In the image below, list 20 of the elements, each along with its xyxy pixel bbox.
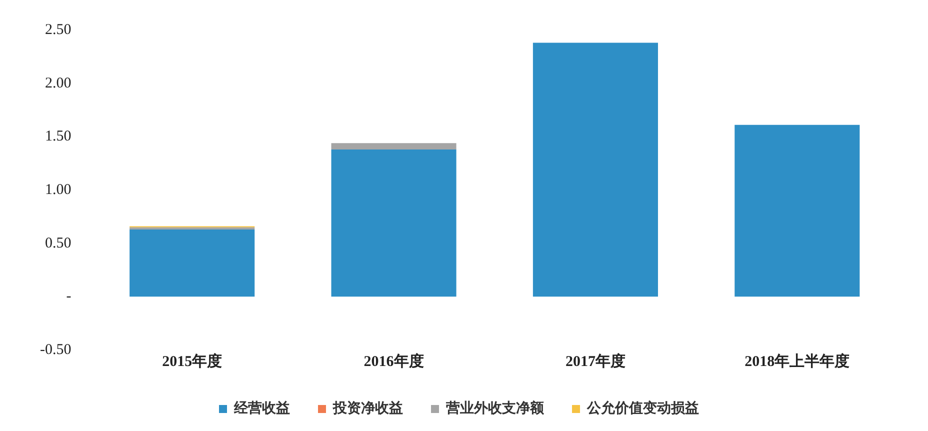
bar [130, 229, 255, 297]
x-tick-label: 2015年度 [162, 352, 222, 370]
bar [734, 124, 860, 297]
legend-label: 投资净收益 [332, 400, 403, 417]
legend-label: 经营收益 [233, 400, 290, 417]
legend-label: 营业外收支净额 [445, 400, 545, 417]
x-tick-label: 2017年度 [565, 352, 626, 370]
y-tick-label: 0.50 [44, 235, 72, 252]
y-tick-label: 1.00 [44, 182, 72, 198]
x-tick-label: 2016年度 [364, 352, 424, 370]
y-tick-label: - [66, 288, 72, 305]
y-tick-label: -0.50 [40, 342, 72, 358]
legend-label: 公允价值变动损益 [586, 400, 699, 417]
bar [532, 42, 658, 297]
y-tick-label: 2.50 [44, 22, 72, 38]
bar [331, 143, 456, 150]
bar [331, 149, 456, 297]
y-tick-label: 2.00 [44, 75, 72, 92]
y-tick-label: 1.50 [44, 128, 72, 145]
x-tick-label: 2018年上半年度 [744, 352, 850, 370]
